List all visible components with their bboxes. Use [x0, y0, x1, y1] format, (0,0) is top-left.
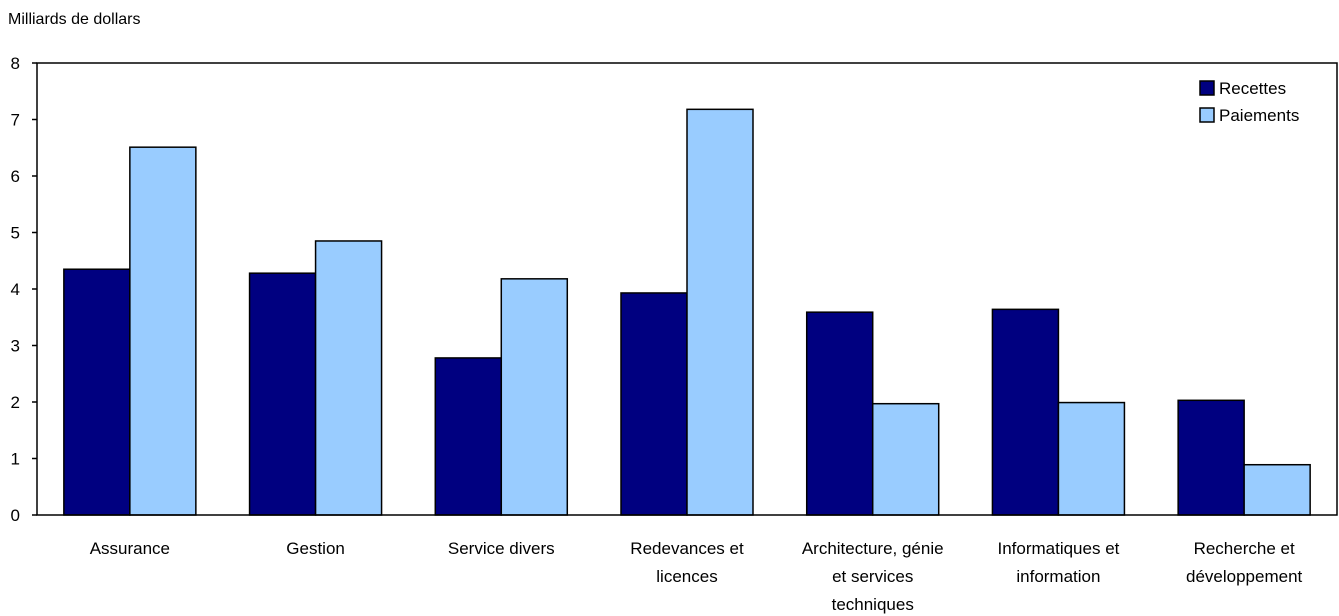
x-category-label: licences: [656, 567, 717, 586]
x-category-label: Gestion: [286, 539, 345, 558]
x-category-label: et services: [832, 567, 913, 586]
x-category-label: Assurance: [90, 539, 170, 558]
bar-paiements-6: [1057, 401, 1126, 516]
x-category-label: développement: [1186, 567, 1303, 586]
y-axis-ticks: 0 1 2 3 4 5 6 7 8: [11, 54, 37, 525]
y-tick-label: 5: [11, 224, 20, 243]
bar-recettes-5: [805, 311, 874, 516]
y-tick-label: 6: [11, 167, 20, 186]
legend: Recettes Paiements: [1199, 79, 1299, 125]
plot-frame: [36, 62, 1338, 516]
bar-recettes-7: [1177, 399, 1245, 516]
x-category-label: Service divers: [448, 539, 555, 558]
bar-paiements-3: [500, 278, 569, 516]
legend-swatch-recettes: [1199, 80, 1215, 96]
bar-paiements-7: [1243, 463, 1311, 516]
bar-recettes-1: [63, 268, 131, 516]
y-tick-label: 3: [11, 337, 20, 356]
bar-paiements-1: [129, 146, 197, 516]
x-axis-labels: Assurance Gestion Service divers Redevances…: [90, 539, 1303, 614]
bar-recettes-3: [434, 357, 503, 516]
y-tick-label: 4: [11, 280, 20, 299]
y-axis-unit-label: Milliards de dollars: [8, 11, 141, 28]
x-category-label: Informatiques et: [997, 539, 1119, 558]
bar-paiements-4: [686, 108, 754, 516]
bar-paiements-2: [314, 240, 383, 516]
x-category-label: techniques: [832, 595, 914, 614]
x-category-label: Redevances et: [630, 539, 744, 558]
legend-label-paiements: Paiements: [1219, 106, 1299, 125]
y-tick-label: 1: [11, 450, 20, 469]
bar-paiements-5: [871, 402, 940, 516]
y-tick-label: 2: [11, 393, 20, 412]
x-category-label: Recherche et: [1194, 539, 1295, 558]
y-tick-label: 7: [11, 111, 20, 130]
y-tick-label: 8: [11, 54, 20, 73]
y-tick-label: 0: [11, 506, 20, 525]
legend-label-recettes: Recettes: [1219, 79, 1286, 98]
x-category-label: information: [1016, 567, 1100, 586]
bar-recettes-2: [248, 272, 317, 516]
legend-swatch-paiements: [1199, 107, 1215, 123]
bar-recettes-6: [991, 308, 1060, 516]
x-category-label: Architecture, génie: [802, 539, 944, 558]
bars: [63, 108, 1311, 516]
bar-recettes-4: [620, 292, 688, 516]
